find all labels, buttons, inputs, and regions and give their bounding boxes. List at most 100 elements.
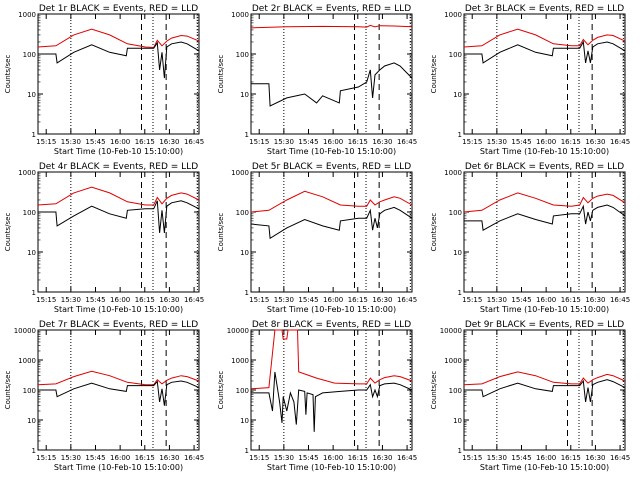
x-tick-label: 16:00 bbox=[323, 138, 343, 146]
y-axis-label: Counts/sec bbox=[4, 55, 12, 94]
chart-panel-6: Det 6r BLACK = Events, RED = LLD 1 10 100 10… bbox=[430, 162, 630, 314]
x-tick-label: 15:45 bbox=[298, 454, 318, 462]
x-tick-label: 15:45 bbox=[85, 138, 105, 146]
y-tick-label: 10 bbox=[27, 91, 36, 99]
series-line-events bbox=[38, 41, 200, 79]
series-line-lld bbox=[463, 192, 626, 213]
y-tick-label: 10 bbox=[240, 249, 249, 257]
y-tick-label: 1 bbox=[458, 447, 462, 455]
y-axis-label: Counts/sec bbox=[4, 371, 12, 410]
plot-frame bbox=[37, 171, 200, 293]
x-tick-label: 15:30 bbox=[274, 454, 294, 462]
x-tick-label: 15:15 bbox=[36, 454, 56, 462]
x-axis-label: Start Time (10-Feb-10 15:10:00) bbox=[267, 147, 396, 156]
y-axis-label: Counts/sec bbox=[217, 213, 225, 252]
x-tick-label: 15:15 bbox=[249, 454, 269, 462]
chart-panel-1: Det 1r BLACK = Events, RED = LLD 1 10 100 10… bbox=[4, 4, 204, 156]
series-line-lld bbox=[250, 190, 413, 213]
x-axis-label: Start Time (10-Feb-10 15:10:00) bbox=[480, 305, 609, 314]
y-tick-label: 1 bbox=[32, 447, 36, 455]
chart-panel-2: Det 2r BLACK = Events, RED = LLD 1 10 100 10… bbox=[217, 4, 417, 156]
x-tick-label: 16:30 bbox=[159, 296, 179, 304]
x-tick-label: 16:45 bbox=[184, 296, 204, 304]
x-tick-label: 15:15 bbox=[249, 296, 269, 304]
y-tick-label: 1 bbox=[245, 131, 249, 139]
x-tick-label: 16:45 bbox=[610, 454, 630, 462]
x-tick-label: 16:15 bbox=[135, 454, 155, 462]
y-tick-label: 100 bbox=[449, 387, 462, 395]
x-tick-label: 15:45 bbox=[511, 296, 531, 304]
chart-panel-7: Det 7r BLACK = Events, RED = LLD 1 10 100 10… bbox=[4, 320, 204, 472]
series-line-events bbox=[250, 206, 413, 240]
y-tick-label: 10000 bbox=[440, 327, 462, 335]
chart-panel-3: Det 3r BLACK = Events, RED = LLD 1 10 100 10… bbox=[430, 4, 630, 156]
x-tick-label: 16:45 bbox=[397, 454, 417, 462]
y-tick-label: 100 bbox=[236, 209, 249, 217]
y-tick-label: 10 bbox=[240, 417, 249, 425]
x-tick-label: 16:00 bbox=[536, 296, 556, 304]
x-tick-label: 16:45 bbox=[184, 138, 204, 146]
x-tick-label: 15:30 bbox=[487, 296, 507, 304]
y-tick-label: 1000 bbox=[18, 11, 36, 19]
x-tick-label: 16:15 bbox=[348, 138, 368, 146]
chart-title: Det 9r BLACK = Events, RED = LLD bbox=[465, 320, 624, 330]
chart-title: Det 3r BLACK = Events, RED = LLD bbox=[465, 4, 624, 14]
x-tick-label: 16:00 bbox=[110, 138, 130, 146]
x-tick-label: 16:30 bbox=[372, 454, 392, 462]
y-tick-label: 1000 bbox=[444, 357, 462, 365]
series-line-lld bbox=[463, 371, 626, 386]
x-tick-label: 15:15 bbox=[36, 138, 56, 146]
y-tick-label: 1 bbox=[458, 131, 462, 139]
x-tick-label: 16:30 bbox=[585, 296, 605, 304]
y-tick-label: 100 bbox=[23, 209, 36, 217]
y-tick-label: 10 bbox=[453, 91, 462, 99]
chart-panel-8: Det 8r BLACK = Events, RED = LLD 1 10 100 10… bbox=[217, 320, 417, 472]
x-tick-label: 16:00 bbox=[323, 296, 343, 304]
x-tick-label: 16:15 bbox=[135, 138, 155, 146]
chart-panel-9: Det 9r BLACK = Events, RED = LLD 1 10 100 10… bbox=[430, 320, 630, 472]
chart-title: Det 5r BLACK = Events, RED = LLD bbox=[252, 162, 411, 172]
y-tick-label: 10 bbox=[453, 249, 462, 257]
y-tick-label: 1000 bbox=[444, 11, 462, 19]
x-tick-label: 16:15 bbox=[348, 454, 368, 462]
series-line-events bbox=[251, 62, 413, 107]
chart-panel-5: Det 5r BLACK = Events, RED = LLD 1 10 100 10… bbox=[217, 162, 417, 314]
chart-title: Det 8r BLACK = Events, RED = LLD bbox=[252, 320, 411, 330]
x-tick-label: 16:45 bbox=[397, 296, 417, 304]
x-tick-label: 16:45 bbox=[610, 138, 630, 146]
x-tick-label: 15:45 bbox=[511, 454, 531, 462]
x-tick-label: 15:30 bbox=[61, 454, 81, 462]
y-axis-label: Counts/sec bbox=[430, 213, 438, 252]
x-tick-label: 16:30 bbox=[159, 454, 179, 462]
plot-frame bbox=[250, 13, 413, 135]
x-tick-label: 15:30 bbox=[274, 296, 294, 304]
y-tick-label: 1 bbox=[245, 447, 249, 455]
y-tick-label: 1 bbox=[245, 289, 249, 297]
series-line-lld bbox=[37, 28, 200, 49]
y-tick-label: 100 bbox=[236, 387, 249, 395]
x-tick-label: 15:45 bbox=[298, 138, 318, 146]
y-tick-label: 1000 bbox=[231, 357, 249, 365]
y-axis-label: Counts/sec bbox=[217, 55, 225, 94]
x-tick-label: 15:30 bbox=[274, 138, 294, 146]
x-tick-label: 16:30 bbox=[585, 138, 605, 146]
x-tick-label: 16:00 bbox=[110, 454, 130, 462]
plot-frame bbox=[250, 329, 413, 451]
plot-frame bbox=[37, 13, 200, 135]
y-tick-label: 1 bbox=[32, 131, 36, 139]
plot-frame bbox=[463, 13, 626, 135]
series-line-events bbox=[464, 204, 626, 231]
y-tick-label: 1000 bbox=[18, 169, 36, 177]
chart-title: Det 6r BLACK = Events, RED = LLD bbox=[465, 162, 624, 172]
x-axis-label: Start Time (10-Feb-10 15:10:00) bbox=[54, 305, 183, 314]
x-tick-label: 15:15 bbox=[36, 296, 56, 304]
x-tick-label: 16:00 bbox=[323, 454, 343, 462]
y-tick-label: 1 bbox=[458, 289, 462, 297]
x-tick-label: 16:45 bbox=[397, 138, 417, 146]
y-tick-label: 10000 bbox=[14, 327, 36, 335]
x-axis-label: Start Time (10-Feb-10 15:10:00) bbox=[480, 147, 609, 156]
x-tick-label: 15:15 bbox=[462, 138, 482, 146]
y-tick-label: 100 bbox=[449, 51, 462, 59]
x-tick-label: 15:45 bbox=[85, 454, 105, 462]
